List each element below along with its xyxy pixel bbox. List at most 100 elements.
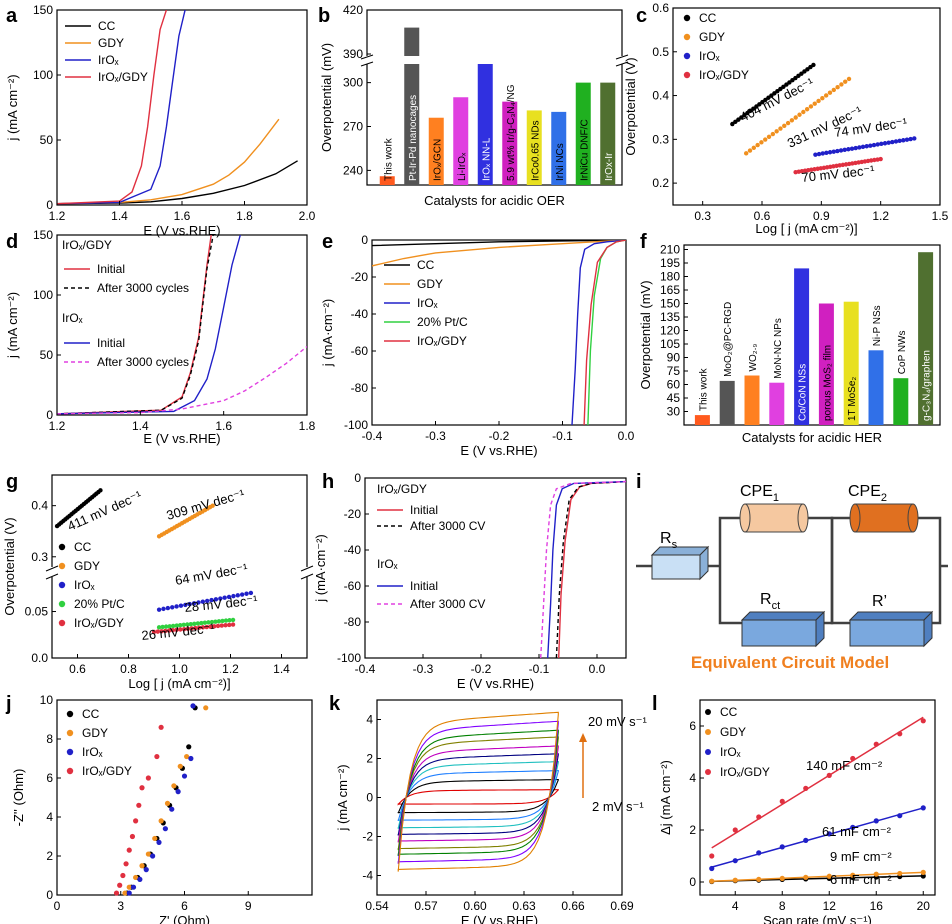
bar-category-label: 5.9 wt% Ir/g-C₃N₄/NG <box>506 84 517 181</box>
plot-frame-d <box>56 234 308 416</box>
data-point <box>190 703 196 709</box>
data-point <box>226 594 232 600</box>
legend-label: CC <box>98 19 116 33</box>
x-tick-label: 0.9 <box>813 209 830 223</box>
data-point <box>155 629 160 634</box>
data-point <box>193 625 198 631</box>
bar <box>404 27 420 185</box>
data-point <box>154 753 160 760</box>
data-point <box>178 627 183 632</box>
data-point <box>219 623 224 628</box>
legend-label: IrOₓ/GDY <box>98 70 148 84</box>
data-point <box>167 624 172 629</box>
series-line-1 <box>555 480 626 658</box>
x-tick-label: -0.3 <box>425 429 446 443</box>
bar <box>719 380 735 425</box>
y-tick-label: 0.3 <box>652 132 669 146</box>
data-point <box>835 148 840 154</box>
data-point <box>227 618 232 623</box>
data-point <box>212 624 217 629</box>
data-point <box>174 604 179 609</box>
circuit-caption: Equivalent Circuit Model <box>691 653 889 672</box>
data-point <box>188 755 194 762</box>
data-point <box>864 144 869 149</box>
data-point <box>912 136 917 141</box>
data-point <box>779 844 785 850</box>
y-axis-label: -Z'' (Ohm) <box>11 769 26 827</box>
data-point <box>188 621 193 627</box>
y-tick-label: -20 <box>344 507 362 521</box>
cpe1-label-sub: 1 <box>773 492 779 504</box>
data-point <box>163 624 169 629</box>
bar <box>843 301 859 425</box>
cv-loop <box>397 770 559 822</box>
y-axis-label: Δj (mA cm⁻²) <box>658 760 673 835</box>
cpe-2 <box>854 503 914 533</box>
bar-category-label: Co/CoN NSs <box>798 364 809 421</box>
data-point <box>196 600 201 605</box>
axis-break-mark <box>45 565 59 572</box>
fit-line <box>711 871 924 883</box>
y-tick-label: 210 <box>660 243 680 257</box>
data-point <box>839 82 844 87</box>
data-point <box>191 601 197 606</box>
data-point <box>789 118 795 123</box>
resistor-rct-top <box>740 611 826 621</box>
y-tick-label: 120 <box>660 324 680 338</box>
rs-label-main: R <box>660 530 672 547</box>
data-point <box>184 753 190 760</box>
legend-marker <box>58 543 66 551</box>
data-point <box>231 593 236 599</box>
y-tick-label: 390 <box>343 47 363 61</box>
legend-marker <box>683 71 691 79</box>
data-point <box>816 98 821 104</box>
bar-category-label: 1T MoSe₂ <box>847 377 858 421</box>
y-axis-label: Overpotential (mV) <box>638 280 653 389</box>
data-point <box>126 847 132 853</box>
x-tick-label: 12 <box>823 899 837 913</box>
plot-frame-b <box>366 9 623 186</box>
cv-loop <box>397 720 559 864</box>
legend-label: IrOₓ <box>699 49 720 63</box>
legend-marker <box>66 748 74 756</box>
data-point <box>846 76 852 82</box>
legend-marker <box>683 33 691 41</box>
data-point <box>871 142 877 148</box>
legend-label: IrOₓ/GDY <box>82 764 132 778</box>
y-tick-label: -60 <box>351 344 369 358</box>
data-point <box>793 115 798 120</box>
capacitance-annotation: 9 mF cm⁻² <box>830 849 892 864</box>
x-tick-label: 0.0 <box>589 662 606 676</box>
data-point <box>779 798 785 805</box>
y-tick-label: -40 <box>344 543 362 557</box>
x-tick-label: 1.5 <box>932 209 949 223</box>
data-point <box>770 131 776 137</box>
axis-break-gap <box>46 567 313 577</box>
data-point <box>199 620 204 626</box>
x-axis-label: Z' (Ohm) <box>159 913 210 924</box>
legend-label: CC <box>82 707 100 721</box>
x-tick-label: 1.4 <box>273 662 290 676</box>
data-point <box>842 147 847 153</box>
bar-category-label: g-C₃N₄/graphen <box>922 350 933 421</box>
y-tick-label: -2 <box>362 830 373 844</box>
x-axis-label: Log [ j (mA cm⁻²)] <box>755 221 857 236</box>
legend-marker <box>66 767 74 775</box>
data-point <box>174 623 179 628</box>
data-point <box>235 593 240 598</box>
y-tick-label: -60 <box>344 579 362 593</box>
data-point <box>123 861 129 867</box>
x-tick-label: -0.1 <box>529 662 550 676</box>
data-point <box>743 151 749 156</box>
data-point <box>163 628 168 634</box>
x-axis-label: E (V vs.RHE) <box>461 913 538 924</box>
data-point <box>908 136 913 142</box>
data-point <box>755 142 760 148</box>
data-point <box>248 590 254 596</box>
legend-label: 20% Pt/C <box>417 315 468 329</box>
legend-marker <box>58 562 66 570</box>
y-tick-label: 240 <box>343 163 363 177</box>
y-tick-label: 2 <box>366 752 373 766</box>
data-point <box>860 144 866 150</box>
